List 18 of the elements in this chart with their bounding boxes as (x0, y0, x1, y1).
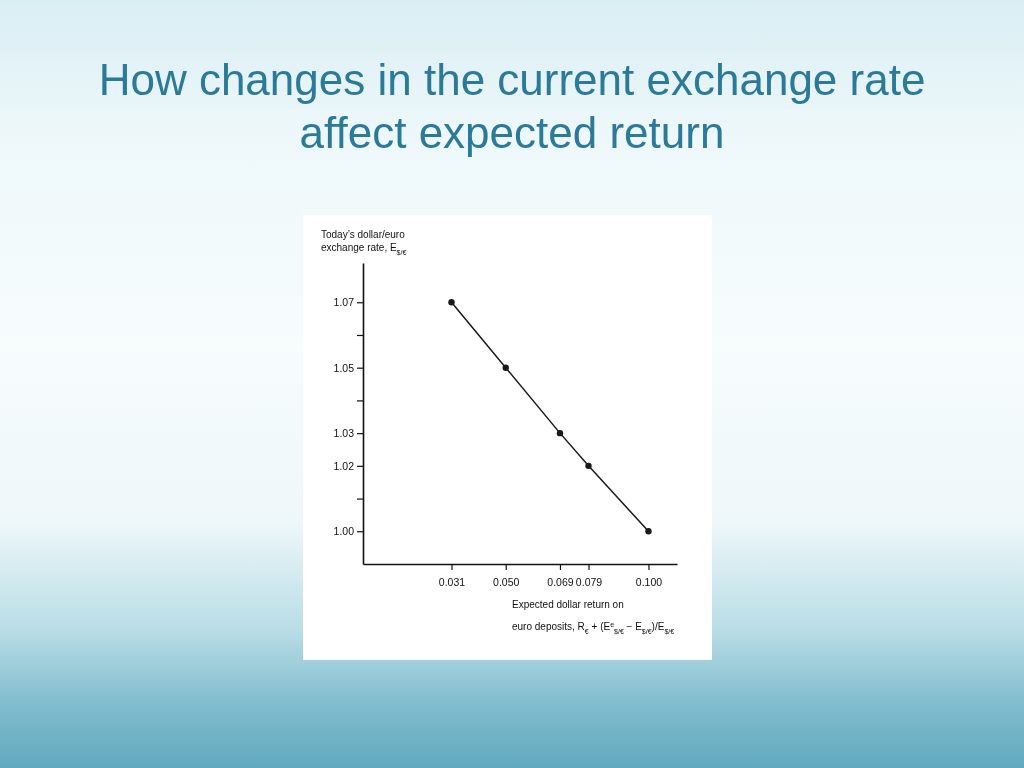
x-tick-label: 0.079 (575, 575, 603, 588)
point (556, 429, 564, 437)
y-tick-label: 1.05 (333, 361, 355, 374)
text: Expected dollar return on euro deposits, R$_{€}$ + (E$^{e}$$_{$/€}$ − E$_{$/€}$)/E$_{$/€}$ (512, 599, 675, 635)
x-tick-label: 0.050 (493, 575, 520, 588)
point (502, 364, 509, 371)
y-tick-label: 1.00 (333, 525, 355, 538)
y-axis-title: Today’s dollar/euro exchange rate, E$_{$/€}$ (321, 229, 407, 256)
point (585, 462, 592, 470)
point (448, 299, 455, 306)
chart-title: How changes in the current exchange rate affect expected return (98, 55, 926, 157)
y-tick-label: 1.07 (333, 296, 355, 309)
x-tick-label: 0.031 (438, 575, 466, 588)
y-tick-label: 1.03 (333, 426, 355, 439)
x-tick-label: 0.069 (547, 575, 574, 588)
x-tick-label: 0.100 (635, 575, 663, 588)
point (645, 528, 652, 535)
y-tick-label: 1.02 (333, 459, 355, 472)
